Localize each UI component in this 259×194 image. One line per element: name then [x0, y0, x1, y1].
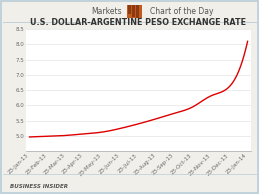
- Bar: [127, 5, 142, 18]
- Text: Chart of the Day: Chart of the Day: [150, 7, 214, 16]
- Bar: [136, 5, 139, 18]
- Text: Markets: Markets: [91, 7, 122, 16]
- Bar: [128, 5, 131, 14]
- Bar: [132, 5, 135, 17]
- Text: BUSINESS INSIDER: BUSINESS INSIDER: [10, 184, 68, 189]
- Text: U.S. DOLLAR-ARGENTINE PESO EXCHANGE RATE: U.S. DOLLAR-ARGENTINE PESO EXCHANGE RATE: [30, 18, 246, 27]
